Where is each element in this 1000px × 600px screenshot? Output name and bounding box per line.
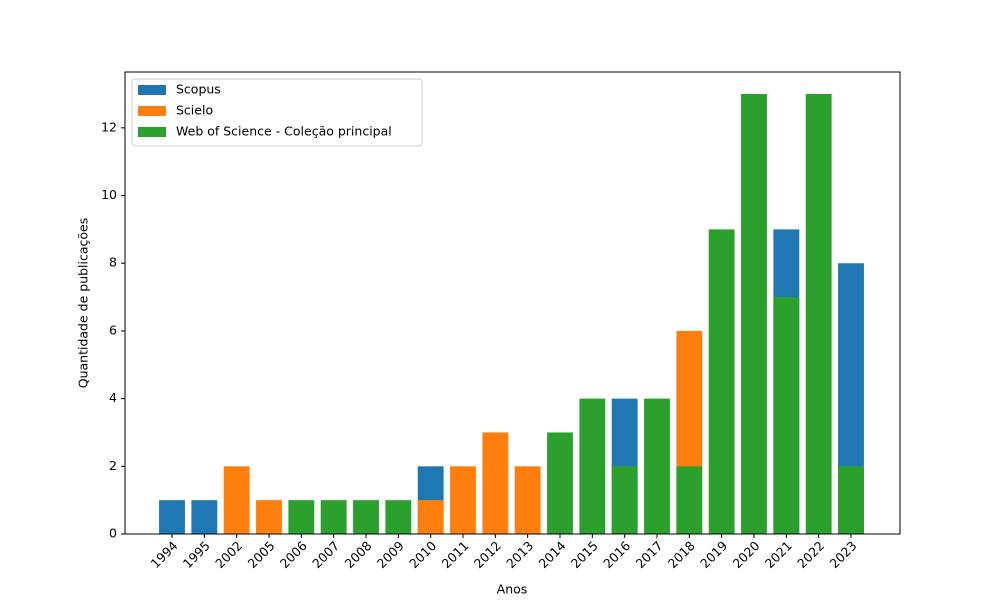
bar bbox=[838, 466, 864, 534]
x-tick-label: 2017 bbox=[632, 538, 665, 571]
x-tick-label: 2014 bbox=[535, 538, 568, 571]
x-tick-label: 2015 bbox=[568, 538, 601, 571]
bar bbox=[741, 94, 767, 534]
x-tick-label: 2013 bbox=[503, 538, 536, 571]
bar bbox=[159, 500, 185, 534]
x-tick-label: 2010 bbox=[406, 538, 439, 571]
x-axis-label: Anos bbox=[497, 582, 528, 597]
x-tick-label: 2002 bbox=[212, 538, 245, 571]
y-tick-label: 10 bbox=[101, 187, 117, 202]
bar bbox=[223, 466, 250, 534]
bar bbox=[450, 466, 476, 534]
bar bbox=[320, 500, 347, 534]
x-tick-label: 2021 bbox=[762, 538, 795, 571]
legend-swatch bbox=[138, 85, 166, 95]
legend-box bbox=[131, 78, 423, 147]
y-tick-label: 0 bbox=[109, 526, 117, 541]
bar bbox=[514, 466, 541, 534]
y-axis-label: Quantidade de publicações bbox=[76, 218, 91, 389]
x-tick-label: 2007 bbox=[309, 538, 342, 571]
x-tick-label: 2012 bbox=[471, 538, 504, 571]
axes-frame bbox=[124, 71, 901, 535]
x-tick-label: 2018 bbox=[665, 538, 698, 571]
y-tick-label: 12 bbox=[101, 119, 117, 134]
legend-label: Scopus bbox=[176, 82, 221, 97]
x-tick-label: 2009 bbox=[374, 538, 407, 571]
x-tick-label: 2020 bbox=[729, 538, 762, 571]
x-tick-label: 2006 bbox=[277, 538, 310, 571]
x-tick-label: 2016 bbox=[600, 538, 633, 571]
bar bbox=[256, 500, 282, 534]
y-tick-label: 8 bbox=[109, 255, 117, 270]
bar bbox=[385, 500, 412, 534]
y-tick-label: 2 bbox=[109, 458, 117, 473]
bar bbox=[708, 229, 735, 534]
bar bbox=[805, 94, 832, 534]
bar bbox=[773, 297, 800, 534]
bar bbox=[417, 500, 444, 534]
x-tick-label: 1995 bbox=[180, 538, 213, 571]
x-tick-label: 2011 bbox=[438, 538, 471, 571]
bar bbox=[611, 466, 638, 534]
x-tick-label: 1994 bbox=[147, 538, 180, 571]
y-tick-label: 6 bbox=[109, 322, 117, 337]
bar bbox=[353, 500, 379, 534]
bar bbox=[676, 466, 703, 534]
bar bbox=[579, 398, 606, 534]
y-tick-label: 4 bbox=[109, 390, 117, 405]
bar bbox=[644, 398, 670, 534]
x-tick-label: 2019 bbox=[697, 538, 730, 571]
legend-label: Scielo bbox=[176, 103, 213, 118]
x-tick-label: 2023 bbox=[826, 538, 859, 571]
bar bbox=[191, 500, 218, 534]
legend-swatch bbox=[138, 127, 166, 137]
bar bbox=[482, 432, 509, 534]
bar bbox=[288, 500, 315, 534]
legend-swatch bbox=[138, 106, 166, 116]
bars bbox=[159, 94, 864, 534]
x-tick-label: 2008 bbox=[341, 538, 374, 571]
x-tick-label: 2005 bbox=[244, 538, 277, 571]
x-tick-label: 2022 bbox=[794, 538, 827, 571]
bar bbox=[547, 432, 573, 534]
legend-label: Web of Science - Coleção principal bbox=[176, 124, 392, 139]
